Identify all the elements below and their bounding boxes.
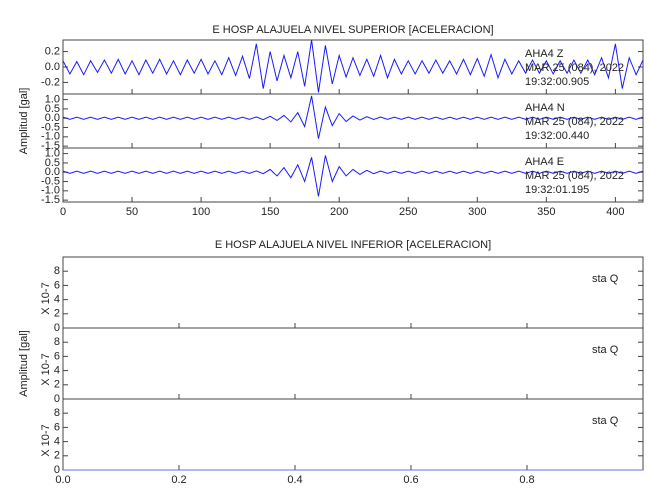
- y-tick-label: 4: [54, 294, 60, 306]
- chart-title: E HOSP ALAJUELA NIVEL INFERIOR [ACELERAC…: [215, 239, 491, 251]
- y-tick-label: 0: [54, 322, 60, 334]
- y-tick-label: 2: [54, 379, 60, 391]
- waveform: [62, 95, 644, 139]
- y-axis-label: Amplitud [gal]: [18, 330, 30, 397]
- multiplier-label: X 10-7: [40, 424, 52, 456]
- trace-annotation: sta Q: [592, 344, 619, 356]
- panel-frame: [62, 398, 644, 471]
- trace-annotation: AHA4 E: [525, 156, 564, 168]
- panel-frame: [62, 327, 644, 400]
- waveform: [62, 155, 644, 197]
- y-tick-label: 1.0: [45, 147, 60, 159]
- y-tick-label: -1.5: [41, 194, 60, 206]
- panel-frame: [62, 147, 644, 203]
- y-tick-label: 8: [54, 407, 60, 419]
- x-tick-label: 0.6: [403, 474, 418, 486]
- y-tick-label: 0.0: [45, 166, 60, 178]
- y-tick-label: 2: [54, 450, 60, 462]
- x-tick-label: 250: [399, 206, 417, 218]
- trace-annotation: 19:32:01.195: [525, 184, 589, 196]
- x-tick-label: 0: [60, 206, 66, 218]
- y-tick-label: 6: [54, 279, 60, 291]
- y-tick-label: -1.0: [41, 185, 60, 197]
- y-tick-label: -0.5: [41, 121, 60, 133]
- y-tick-label: -1.5: [41, 140, 60, 152]
- trace-annotation: sta Q: [592, 415, 619, 427]
- trace-annotation: AHA4 Z: [525, 48, 564, 60]
- y-tick-label: -0.2: [41, 76, 60, 88]
- y-tick-label: 8: [54, 336, 60, 348]
- panel-frame: [62, 256, 644, 329]
- y-tick-label: 2: [54, 308, 60, 320]
- y-tick-label: -1.0: [41, 131, 60, 143]
- waveform: [62, 39, 644, 93]
- y-tick-label: 8: [54, 265, 60, 277]
- x-tick-label: 400: [606, 206, 624, 218]
- multiplier-label: X 10-7: [40, 282, 52, 314]
- trace-annotation: sta Q: [592, 273, 619, 285]
- y-tick-label: 0.0: [45, 61, 60, 73]
- x-tick-label: 50: [126, 206, 138, 218]
- y-tick-label: 0.5: [45, 157, 60, 169]
- trace-annotation: 19:32:00.440: [525, 130, 589, 142]
- y-axis-label: Amplitud [gal]: [18, 88, 30, 155]
- y-tick-label: 6: [54, 350, 60, 362]
- x-tick-label: 300: [468, 206, 486, 218]
- y-tick-label: 0.2: [45, 45, 60, 57]
- x-tick-label: 100: [192, 206, 210, 218]
- y-tick-label: 6: [54, 421, 60, 433]
- x-tick-label: 200: [330, 206, 348, 218]
- x-tick-label: 0.4: [287, 474, 302, 486]
- chart-title: E HOSP ALAJUELA NIVEL SUPERIOR [ACELERAC…: [212, 24, 493, 36]
- multiplier-label: X 10-7: [40, 353, 52, 385]
- x-tick-label: 0.0: [55, 474, 70, 486]
- y-tick-label: -0.5: [41, 175, 60, 187]
- trace-annotation: AHA4 N: [525, 102, 565, 114]
- trace-annotation: 19:32:00.905: [525, 76, 589, 88]
- y-tick-label: 0.5: [45, 103, 60, 115]
- y-tick-label: 0.0: [45, 112, 60, 124]
- trace-annotation: MAR 25 (084), 2022: [525, 170, 624, 182]
- x-tick-label: 0.2: [171, 474, 186, 486]
- y-tick-label: 0: [54, 393, 60, 405]
- y-tick-label: 4: [54, 365, 60, 377]
- x-tick-label: 350: [537, 206, 555, 218]
- trace-annotation: MAR 25 (084), 2022: [525, 116, 624, 128]
- x-tick-label: 150: [261, 206, 279, 218]
- x-tick-label: 0.8: [519, 474, 534, 486]
- y-tick-label: 0: [54, 464, 60, 476]
- y-tick-label: 1.0: [45, 93, 60, 105]
- y-tick-label: 4: [54, 436, 60, 448]
- trace-annotation: MAR 25 (084), 2022: [525, 62, 624, 74]
